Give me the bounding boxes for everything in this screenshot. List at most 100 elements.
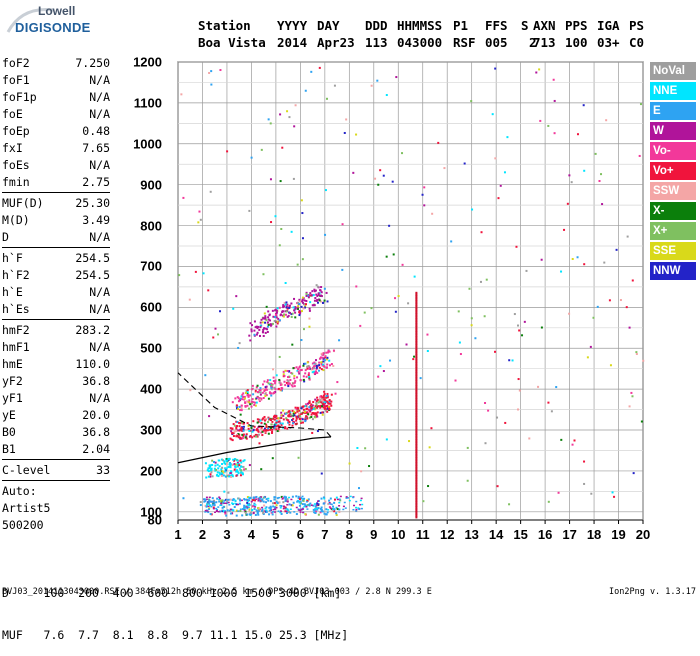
interference-point	[415, 319, 418, 323]
echo-point	[270, 384, 273, 387]
echo-point	[311, 412, 314, 415]
echo-point	[611, 491, 614, 494]
echo-point	[246, 501, 249, 504]
header-label-8: AXN	[533, 18, 556, 33]
echo-point	[216, 497, 219, 500]
echo-point	[218, 471, 221, 474]
echo-point	[298, 298, 301, 301]
echo-point	[571, 443, 574, 446]
echo-point	[323, 393, 326, 396]
echo-point	[314, 398, 317, 401]
echo-point	[470, 324, 473, 327]
echo-point	[368, 465, 371, 468]
echo-point	[238, 405, 241, 408]
echo-point	[302, 375, 305, 378]
muf-distance-row: D 100 200 400 600 800 1000 1500 3000 [km…	[2, 586, 342, 600]
echo-point	[213, 460, 216, 463]
echo-point	[257, 426, 260, 429]
echo-point	[288, 306, 291, 309]
echo-point	[283, 427, 286, 430]
echo-point	[217, 467, 220, 470]
echo-point	[376, 79, 379, 82]
echo-point	[313, 372, 316, 375]
echo-point	[220, 474, 223, 477]
echo-point	[314, 408, 317, 411]
echo-point	[242, 392, 245, 395]
param-name: h`Es	[2, 302, 30, 316]
echo-point	[255, 433, 258, 436]
interference-point	[415, 332, 418, 336]
echo-point	[223, 460, 226, 463]
echo-point	[188, 298, 191, 301]
echo-point	[256, 331, 259, 334]
echo-point	[216, 508, 219, 511]
echo-point	[282, 409, 285, 412]
echo-point	[230, 463, 233, 466]
y-tick-label: 100	[140, 504, 162, 520]
echo-point	[318, 357, 321, 360]
header-value-8: 713	[533, 35, 556, 50]
echo-point	[294, 311, 297, 314]
echo-point	[203, 500, 206, 503]
echo-point	[330, 503, 333, 506]
echo-point	[250, 500, 253, 503]
echo-point	[246, 394, 249, 397]
echo-point	[301, 237, 304, 240]
echo-point	[325, 351, 328, 354]
polarization-legend: NoVal NNE E W Vo- Vo+ SSW X- X+ SSE NNW	[650, 62, 696, 282]
echo-point	[255, 495, 258, 498]
echo-point	[275, 311, 278, 314]
echo-point	[242, 429, 245, 432]
echo-point	[333, 501, 336, 504]
echo-point	[596, 305, 599, 308]
echo-point	[244, 511, 247, 514]
echo-point	[285, 417, 288, 420]
echo-point	[212, 503, 215, 505]
echo-point	[243, 395, 246, 398]
param-name: B0	[2, 425, 16, 439]
echo-point	[299, 406, 302, 409]
echo-point	[319, 411, 322, 414]
echo-point	[517, 408, 520, 411]
echo-point	[265, 510, 268, 513]
echo-point	[255, 325, 258, 328]
interference-point	[415, 339, 418, 342]
frequency-axis-ticks: 1 2 3 4 5 6 7 8 9 10 11 12 13 14 15 16 17 18 19 20	[168, 527, 658, 547]
echo-point	[275, 309, 278, 312]
echo-point	[326, 356, 329, 359]
echo-point	[298, 366, 301, 369]
echo-point	[313, 299, 316, 302]
echo-point	[289, 508, 292, 510]
echo-point	[491, 113, 494, 116]
echo-point	[379, 365, 382, 368]
legend-item: X+	[650, 222, 696, 240]
echo-point	[240, 427, 243, 430]
echo-point	[309, 409, 312, 412]
echo-point	[268, 418, 271, 421]
echo-point	[273, 426, 276, 429]
echo-point	[240, 428, 243, 431]
echo-point	[261, 498, 264, 500]
echo-point	[219, 499, 222, 502]
echo-point	[290, 498, 293, 501]
echo-point	[237, 400, 240, 403]
echo-point	[239, 409, 242, 412]
echo-point	[521, 334, 524, 337]
echo-point	[244, 402, 247, 405]
echo-point	[247, 407, 250, 410]
echo-point	[310, 294, 313, 297]
echo-point	[258, 400, 261, 403]
echo-point	[229, 472, 232, 475]
echo-point	[458, 341, 461, 344]
echo-point	[235, 420, 238, 423]
interference-point	[415, 353, 418, 357]
echo-point	[301, 300, 304, 303]
echo-point	[261, 321, 264, 324]
echo-point	[210, 83, 213, 86]
echo-point	[272, 508, 275, 511]
echo-point	[257, 433, 260, 436]
interference-point	[415, 349, 418, 352]
echo-point	[642, 359, 645, 362]
interference-point	[415, 463, 418, 467]
echo-point	[355, 500, 358, 503]
